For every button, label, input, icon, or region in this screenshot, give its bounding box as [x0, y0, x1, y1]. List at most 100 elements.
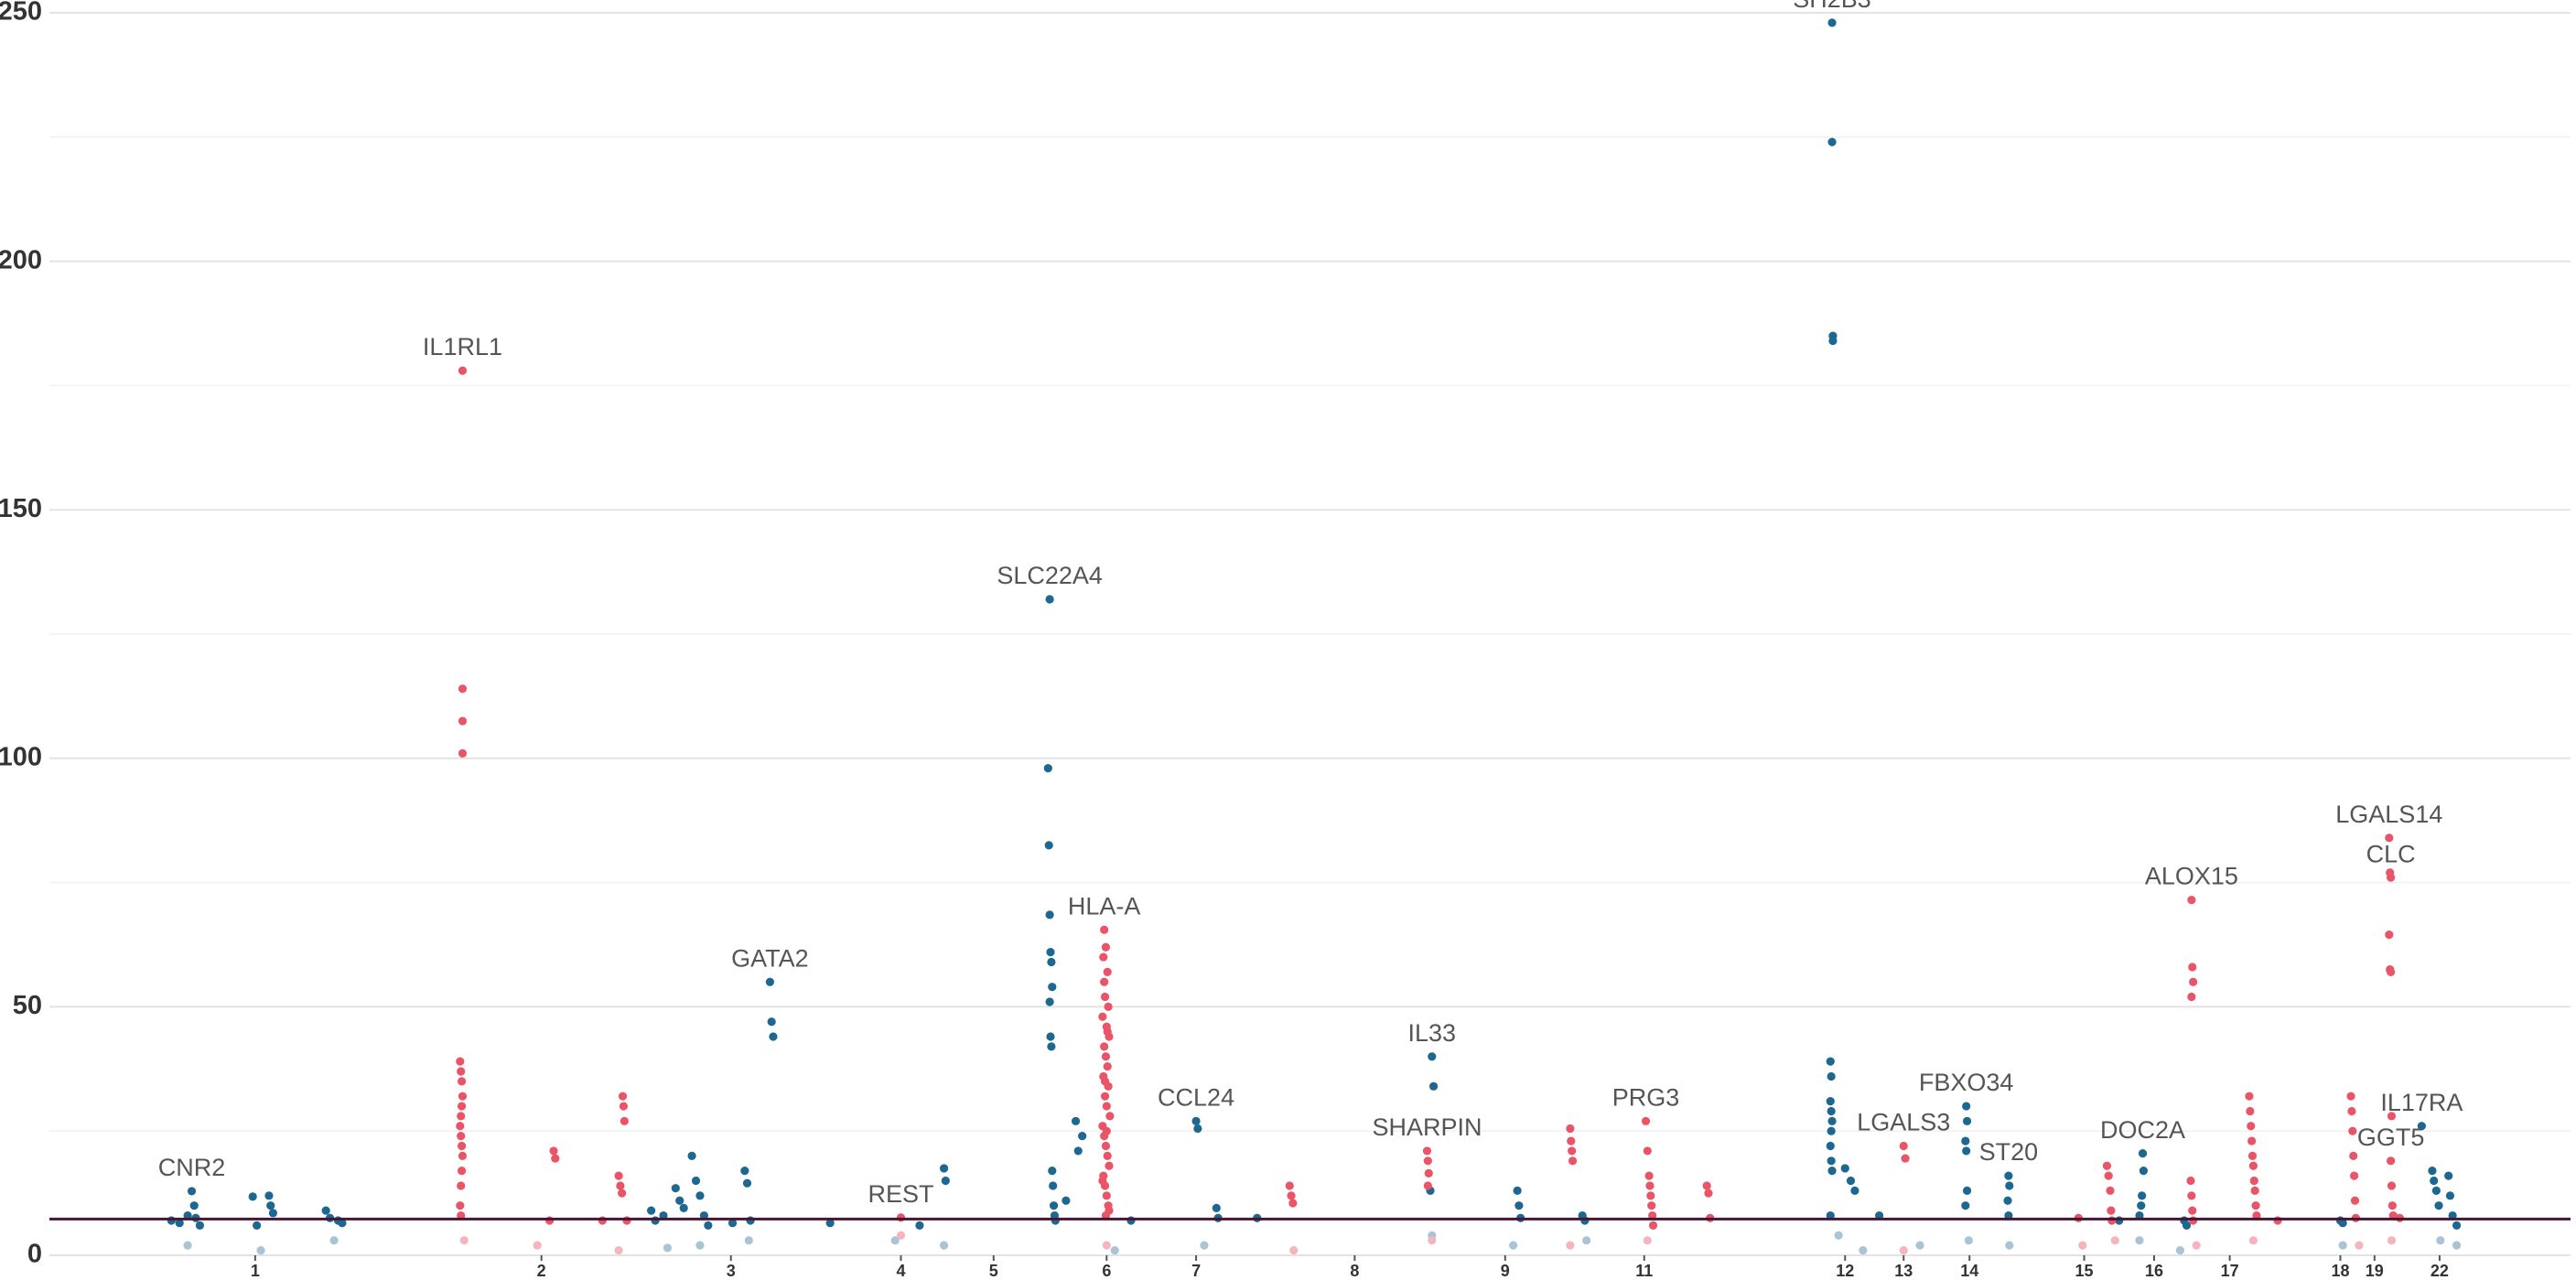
point — [167, 1216, 176, 1225]
point — [2387, 1201, 2397, 1210]
point — [2251, 1201, 2260, 1210]
point — [2005, 1181, 2014, 1190]
point — [458, 366, 468, 375]
annotation: IL17RA — [2380, 1089, 2463, 1116]
point — [620, 1116, 629, 1125]
point — [2182, 1221, 2192, 1231]
point — [2135, 1210, 2144, 1221]
annotation: IL33 — [1408, 1019, 1457, 1047]
x-tick-label: 14 — [1960, 1262, 1978, 1280]
point — [2248, 1236, 2258, 1245]
point — [2386, 873, 2396, 882]
y-tick-label: 250 — [0, 0, 42, 27]
point — [256, 1245, 265, 1255]
point — [1846, 1176, 1856, 1186]
x-tick-label: 8 — [1350, 1262, 1359, 1280]
point — [2388, 1210, 2398, 1221]
point — [2348, 1126, 2357, 1135]
point — [1850, 1186, 1859, 1195]
point — [1514, 1201, 1524, 1210]
point — [2107, 1206, 2116, 1215]
point — [458, 684, 468, 694]
point — [2107, 1216, 2117, 1225]
point — [1048, 1167, 1057, 1176]
point — [1103, 1027, 1112, 1037]
point — [1962, 1146, 1971, 1156]
point — [2189, 977, 2198, 986]
point — [1582, 1236, 1591, 1245]
point — [1285, 1181, 1294, 1190]
x-tick-label: 18 — [2331, 1262, 2349, 1280]
point — [2189, 1216, 2198, 1225]
point — [1827, 1156, 1836, 1166]
point — [2192, 1241, 2201, 1250]
annotation: ST20 — [1979, 1138, 2039, 1166]
point — [1899, 1245, 1908, 1255]
point — [1047, 957, 1056, 967]
point — [691, 1176, 701, 1186]
point — [1428, 1081, 1439, 1091]
point — [1193, 1124, 1202, 1134]
point — [1834, 1231, 1843, 1240]
point — [2138, 1191, 2147, 1200]
annotation: REST — [868, 1180, 933, 1208]
point — [457, 1077, 467, 1086]
point — [2187, 1191, 2196, 1200]
point — [457, 1210, 466, 1221]
point — [2247, 1151, 2258, 1160]
point — [2436, 1236, 2445, 1245]
point — [2385, 834, 2394, 843]
point — [1828, 336, 1838, 346]
x-tick-label: 16 — [2145, 1262, 2163, 1280]
point — [266, 1201, 275, 1210]
point — [941, 1176, 950, 1186]
point — [618, 1189, 627, 1198]
point — [896, 1231, 906, 1240]
point — [1962, 1116, 1972, 1125]
point — [183, 1210, 192, 1221]
point — [1073, 1146, 1083, 1156]
point — [1962, 1102, 1971, 1111]
point — [2452, 1221, 2462, 1231]
annotation: SH2B3 — [1793, 0, 1871, 13]
point — [1423, 1156, 1432, 1166]
point — [1566, 1241, 1575, 1250]
point — [1287, 1191, 1296, 1200]
point — [1046, 1032, 1055, 1041]
point — [1100, 1077, 1110, 1086]
point — [2347, 1106, 2356, 1116]
point — [2187, 896, 2196, 905]
annotation: GATA2 — [731, 944, 809, 972]
point — [1078, 1132, 1087, 1141]
point — [744, 1236, 753, 1245]
point — [1643, 1236, 1652, 1245]
point — [2386, 967, 2396, 976]
annotation: GGT5 — [2357, 1124, 2425, 1151]
annotation: LGALS3 — [1857, 1109, 1950, 1136]
point — [2349, 1151, 2358, 1160]
annotation: ALOX15 — [2145, 863, 2238, 890]
annotation: SHARPIN — [1372, 1113, 1482, 1141]
point — [2005, 1241, 2014, 1250]
point — [248, 1192, 257, 1201]
y-tick-label: 100 — [0, 742, 42, 771]
point — [1424, 1168, 1433, 1178]
point — [2004, 1171, 2013, 1180]
x-tick-label: 12 — [1836, 1262, 1854, 1280]
point — [1647, 1201, 1656, 1210]
point — [1859, 1245, 1868, 1255]
point — [1899, 1141, 1908, 1151]
point — [264, 1191, 274, 1200]
point — [1049, 1181, 1058, 1190]
point — [533, 1241, 542, 1250]
point — [699, 1210, 709, 1221]
x-tick-label: 2 — [537, 1262, 546, 1280]
point — [1044, 841, 1053, 850]
point — [457, 1167, 467, 1176]
point — [2106, 1186, 2115, 1195]
point — [746, 1216, 755, 1225]
point — [915, 1221, 924, 1231]
point — [939, 1164, 949, 1173]
point — [687, 1151, 696, 1160]
